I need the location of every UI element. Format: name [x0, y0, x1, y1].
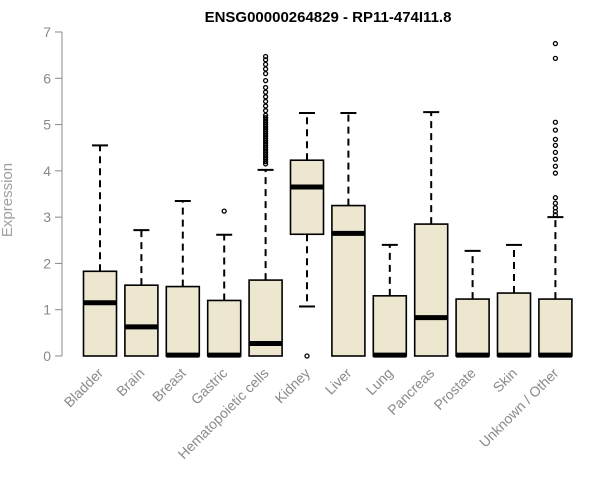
y-tick-label: 6	[43, 70, 51, 86]
outlier-point	[262, 94, 269, 100]
outlier-point	[262, 108, 269, 114]
outlier-point	[552, 163, 559, 169]
outlier-point	[262, 53, 269, 60]
y-tick-label: 3	[43, 209, 51, 225]
outlier-point	[221, 208, 227, 214]
outlier-point	[552, 40, 559, 47]
box-liver	[331, 112, 366, 357]
box-iqr	[289, 159, 325, 236]
x-tick-label: Skin	[490, 365, 521, 396]
outlier-point	[262, 66, 269, 72]
x-tick-label: Unknown / Other	[476, 365, 562, 451]
box-breast	[165, 199, 201, 358]
x-tick-label: Lung	[363, 365, 396, 398]
outlier-point	[262, 71, 269, 77]
outlier-point	[262, 84, 269, 91]
outlier-point	[552, 200, 559, 206]
box-kidney	[289, 112, 325, 359]
outlier-point	[262, 114, 269, 121]
chart-title: ENSG00000264829 - RP11-474I11.8	[205, 9, 452, 26]
outlier-point	[262, 103, 269, 109]
box-prostate	[455, 249, 490, 358]
y-tick-label: 7	[43, 24, 51, 40]
box-gastric	[206, 208, 242, 358]
outlier-point	[552, 127, 559, 133]
box-iqr	[496, 292, 532, 357]
box-hematopoietic-cells	[248, 53, 283, 357]
outlier-point	[552, 136, 559, 143]
outlier-point	[552, 205, 559, 211]
outlier-point	[262, 98, 269, 105]
box-skin	[496, 243, 532, 358]
boxes-group	[82, 40, 573, 359]
y-tick-label: 4	[43, 163, 51, 179]
x-tick-label: Breast	[149, 365, 189, 405]
y-axis-label: Expression	[0, 163, 16, 237]
outlier-point	[552, 55, 559, 62]
outlier-point	[262, 89, 269, 95]
box-iqr	[124, 284, 159, 357]
box-iqr	[331, 204, 366, 357]
x-tick-label: Brain	[113, 365, 147, 399]
box-unknown-other	[538, 40, 573, 358]
y-axis: 0 1 2 3 4 5 6 7	[43, 24, 63, 364]
box-iqr	[82, 270, 118, 357]
outlier-point	[552, 149, 559, 155]
x-tick-label: Bladder	[61, 365, 107, 411]
outlier-point	[262, 57, 269, 63]
outlier-point	[552, 212, 559, 218]
x-tick-label: Kidney	[272, 365, 314, 407]
outlier-point	[262, 77, 269, 84]
y-tick-label: 2	[43, 255, 51, 271]
x-tick-label: Liver	[322, 365, 355, 398]
y-tick-label: 0	[43, 348, 51, 364]
outlier-point	[304, 353, 310, 359]
box-iqr	[455, 298, 490, 357]
box-brain	[124, 229, 159, 357]
box-bladder	[82, 144, 118, 357]
box-iqr	[165, 285, 201, 357]
box-iqr	[372, 295, 408, 357]
x-tick-label: Prostate	[431, 365, 479, 413]
box-iqr	[206, 299, 242, 357]
outlier-point	[552, 195, 559, 201]
box-lung	[372, 243, 408, 358]
y-tick-label: 5	[43, 117, 51, 133]
box-pancreas	[413, 111, 449, 357]
outlier-point	[552, 142, 559, 149]
outlier-point	[552, 170, 559, 176]
y-tick-label: 1	[43, 302, 51, 318]
outlier-point	[262, 61, 269, 68]
box-iqr	[413, 223, 449, 357]
outlier-point	[552, 156, 559, 162]
outlier-point	[552, 119, 559, 125]
box-iqr	[538, 298, 573, 357]
